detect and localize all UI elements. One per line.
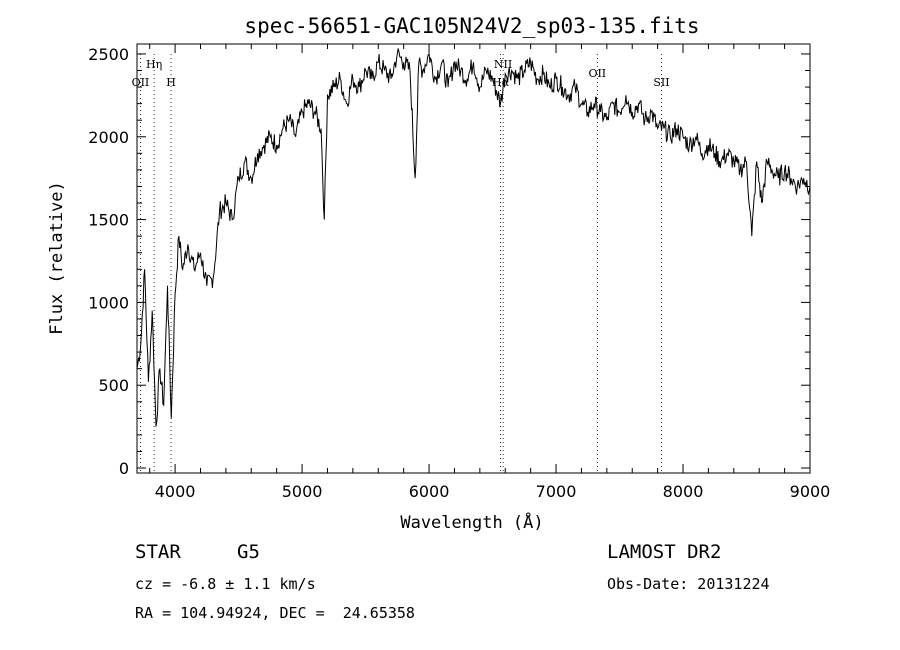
object-subclass: G5 (237, 541, 260, 563)
object-class: STAR (135, 541, 181, 563)
x-tick-label: 8000 (663, 482, 704, 501)
survey-release: LAMOST DR2 (607, 541, 722, 563)
observation-date: Obs-Date: 20131224 (607, 575, 770, 593)
x-tick-label: 7000 (536, 482, 577, 501)
redshift-velocity: cz = -6.8 ± 1.1 km/s (135, 575, 316, 593)
y-tick-label: 500 (98, 376, 129, 395)
spectral-line-label: OII (132, 76, 150, 89)
y-tick-label: 1000 (88, 293, 129, 312)
x-tick-label: 9000 (790, 482, 831, 501)
y-tick-label: 1500 (88, 211, 129, 230)
y-tick-label: 0 (119, 459, 129, 478)
spectral-line-label: SII (653, 76, 669, 89)
sky-coordinates: RA = 104.94924, DEC = 24.65358 (135, 604, 415, 622)
y-tick-label: 2000 (88, 128, 129, 147)
x-tick-label: 4000 (155, 482, 196, 501)
spectral-line-label: Hη (146, 58, 162, 71)
plot-frame (136, 43, 811, 474)
spectral-line-label: OII (588, 67, 606, 80)
x-tick-label: 5000 (282, 482, 323, 501)
flux-series-line (136, 48, 811, 427)
x-axis-label: Wavelength (Å) (400, 511, 543, 533)
axis-ticks: 4000 5000 6000 7000 8000 9000 0 500 1000 1500 2000… (88, 44, 830, 501)
y-axis-label: Flux (relative) (47, 181, 67, 335)
spectral-line-label: H (166, 76, 176, 89)
x-tick-label: 6000 (409, 482, 450, 501)
chart-title: spec-56651-GAC105N24V2_sp03-135.fits (244, 14, 699, 38)
y-tick-label: 2500 (88, 45, 129, 64)
spectral-line-label: NII (494, 58, 512, 71)
